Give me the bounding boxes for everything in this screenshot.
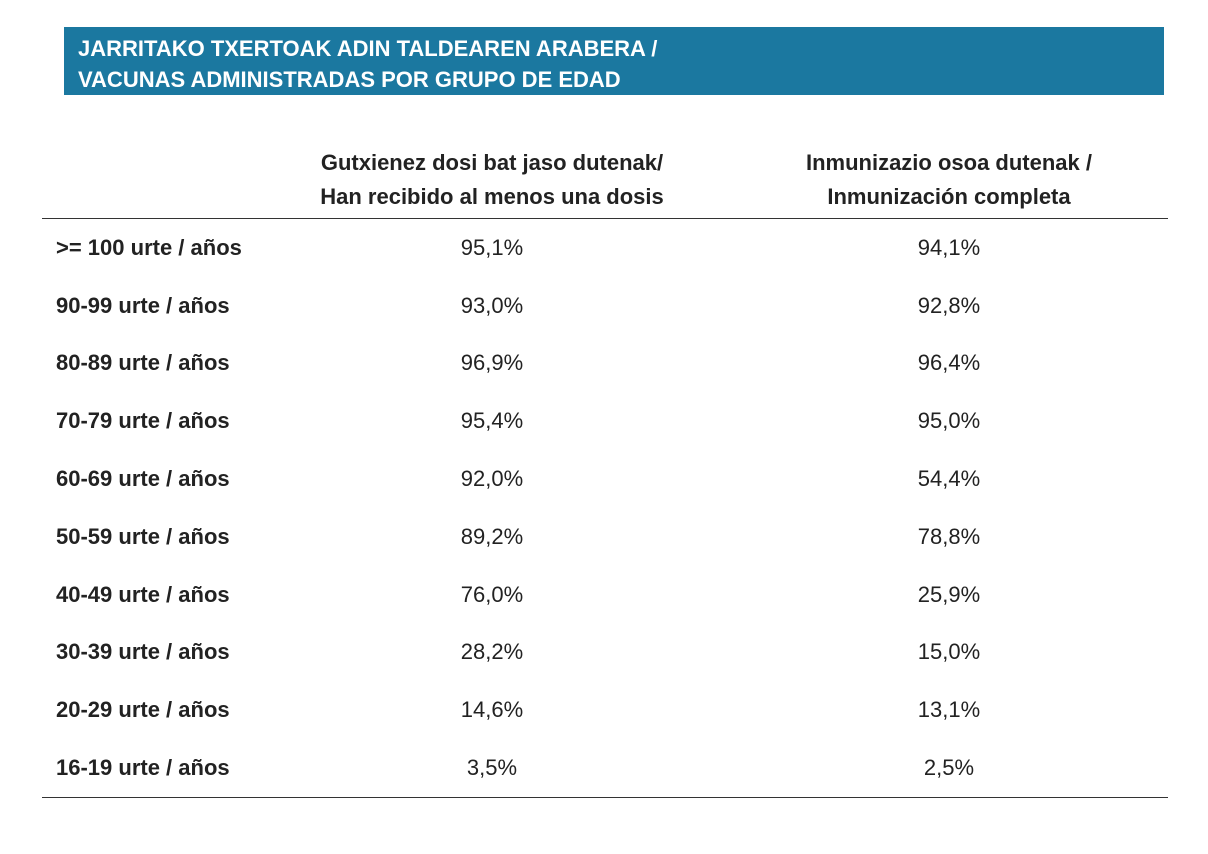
header-at-least-one-dose-spanish: Han recibido al menos una dosis — [320, 184, 664, 209]
one-dose-cell: 89,2% — [460, 523, 524, 549]
full-immunization-cell: 96,4% — [917, 350, 981, 376]
one-dose-cell: 93,0% — [460, 292, 524, 318]
full-immunization-cell: 15,0% — [917, 639, 981, 665]
table-row: 40-49 urte / años 76,0% 25,9% — [42, 566, 1168, 624]
table-row: 70-79 urte / años 95,4% 95,0% — [42, 392, 1168, 450]
full-immunization-cell: 13,1% — [917, 697, 981, 723]
age-group-cell: 90-99 urte / años — [56, 292, 230, 318]
table-row: >= 100 urte / años 95,1% 94,1% — [42, 219, 1168, 277]
age-group-cell: 16-19 urte / años — [42, 739, 254, 798]
one-dose-cell: 3,5% — [254, 739, 730, 798]
table-row: 50-59 urte / años 89,2% 78,8% — [42, 508, 1168, 566]
age-group-cell: 40-49 urte / años — [56, 581, 230, 607]
title-line-basque: JARRITAKO TXERTOAK ADIN TALDEAREN ARABER… — [78, 36, 658, 61]
age-group-cell: 50-59 urte / años — [56, 523, 230, 549]
full-immunization-cell: 54,4% — [917, 466, 981, 492]
one-dose-cell: 28,2% — [460, 639, 524, 665]
age-group-cell: 60-69 urte / años — [56, 466, 230, 492]
one-dose-cell: 95,1% — [460, 234, 524, 260]
header-full-immunization: Inmunizazio osoa dutenak / Inmunización … — [730, 140, 1168, 219]
table-row: 20-29 urte / años 14,6% 13,1% — [42, 681, 1168, 739]
title-line-spanish: VACUNAS ADMINISTRADAS POR GRUPO DE EDAD — [78, 67, 621, 92]
header-at-least-one-dose-basque: Gutxienez dosi bat jaso dutenak/ — [320, 150, 664, 175]
full-immunization-cell: 25,9% — [917, 581, 981, 607]
age-group-cell: 30-39 urte / años — [56, 639, 230, 665]
header-full-immunization-spanish: Inmunización completa — [827, 184, 1071, 209]
one-dose-cell: 95,4% — [460, 408, 524, 434]
title-banner: JARRITAKO TXERTOAK ADIN TALDEAREN ARABER… — [64, 27, 1164, 95]
header-at-least-one-dose: Gutxienez dosi bat jaso dutenak/ Han rec… — [254, 140, 730, 219]
one-dose-cell: 96,9% — [460, 350, 524, 376]
full-immunization-cell: 92,8% — [917, 292, 981, 318]
one-dose-cell: 76,0% — [460, 581, 524, 607]
full-immunization-cell: 94,1% — [917, 234, 981, 260]
header-age-group — [42, 140, 254, 219]
table-header-row: Gutxienez dosi bat jaso dutenak/ Han rec… — [42, 140, 1168, 219]
full-immunization-cell: 78,8% — [917, 523, 981, 549]
table-row: 30-39 urte / años 28,2% 15,0% — [42, 624, 1168, 682]
table-row: 16-19 urte / años 3,5% 2,5% — [42, 739, 1168, 798]
age-group-cell: >= 100 urte / años — [56, 234, 242, 260]
vaccination-by-age-table: Gutxienez dosi bat jaso dutenak/ Han rec… — [42, 140, 1168, 798]
age-group-cell: 80-89 urte / años — [56, 350, 230, 376]
full-immunization-cell: 95,0% — [917, 408, 981, 434]
full-immunization-cell: 2,5% — [730, 739, 1168, 798]
age-group-cell: 70-79 urte / años — [56, 408, 230, 434]
header-full-immunization-basque: Inmunizazio osoa dutenak / — [805, 150, 1093, 175]
table-row: 80-89 urte / años 96,9% 96,4% — [42, 335, 1168, 393]
one-dose-cell: 14,6% — [460, 697, 524, 723]
one-dose-cell: 92,0% — [460, 466, 524, 492]
table-row: 90-99 urte / años 93,0% 92,8% — [42, 277, 1168, 335]
table-row: 60-69 urte / años 92,0% 54,4% — [42, 450, 1168, 508]
age-group-cell: 20-29 urte / años — [56, 697, 230, 723]
